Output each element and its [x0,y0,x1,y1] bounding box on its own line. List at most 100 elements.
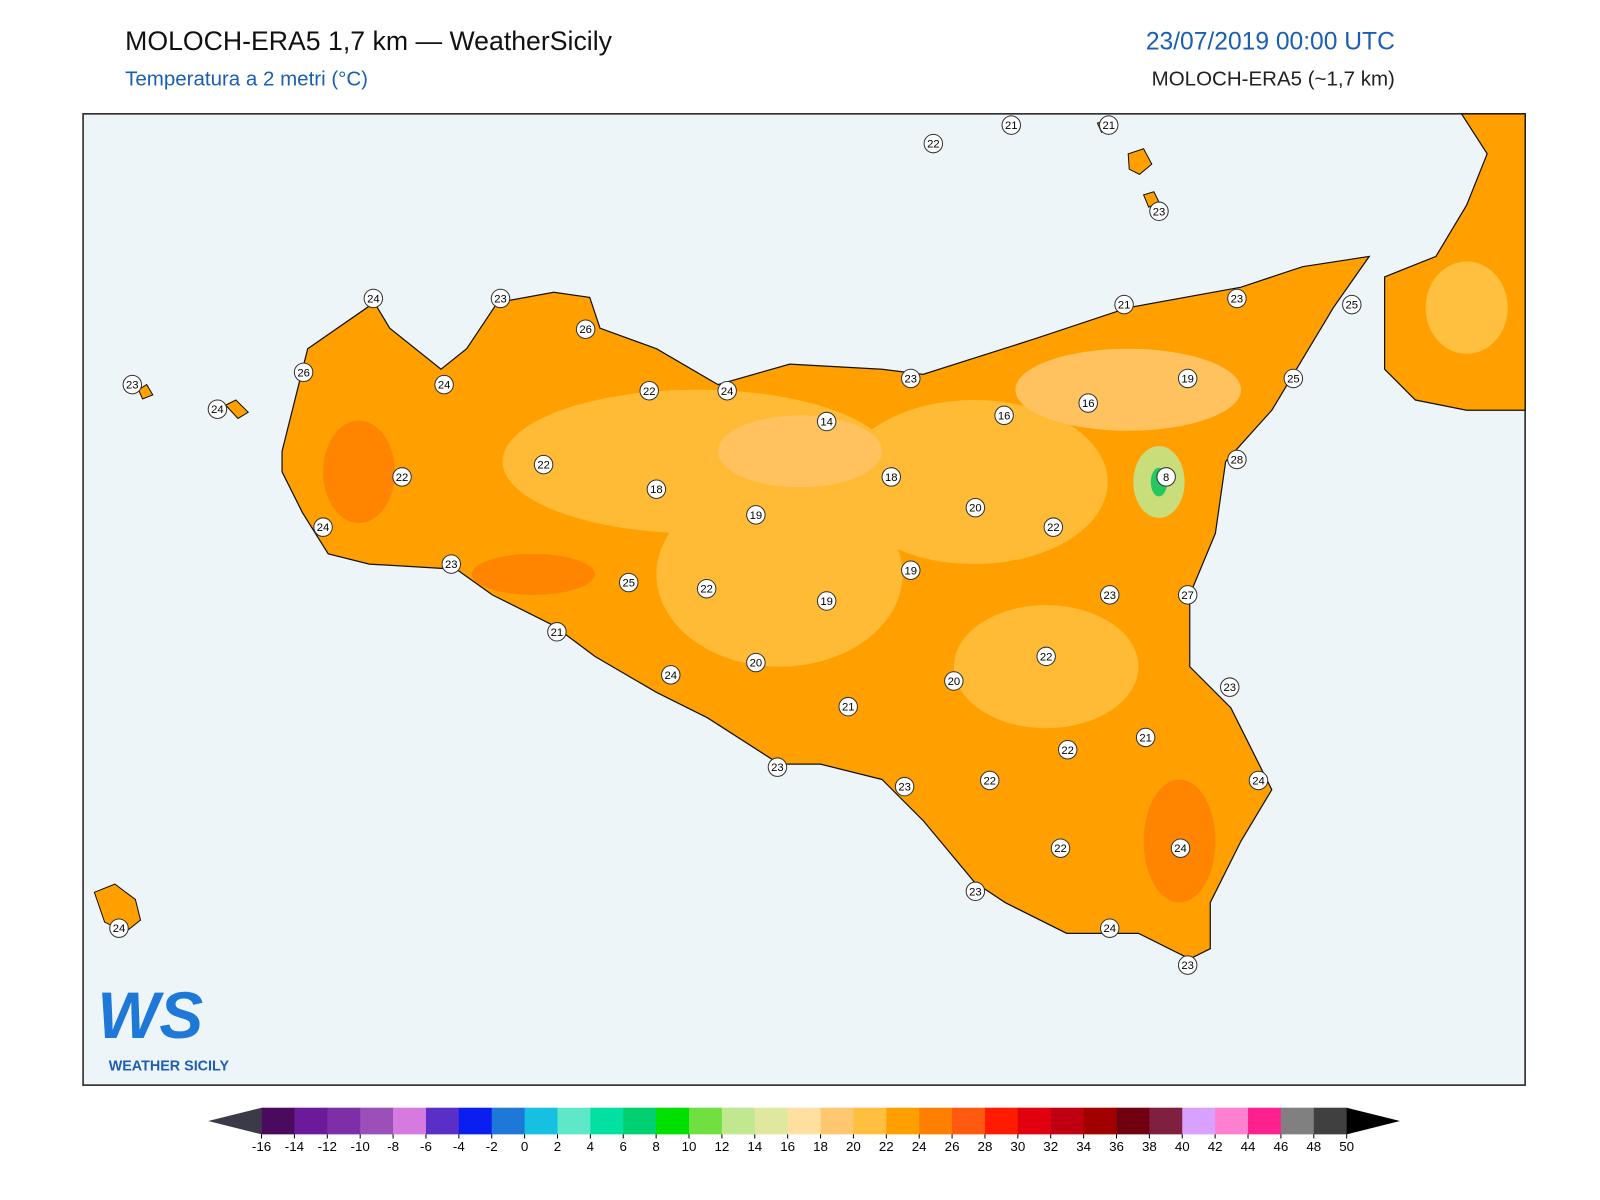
station-value: 23 [905,373,918,385]
station-marker [717,381,737,401]
station-marker [1114,294,1134,315]
subtitle: Temperatura a 2 metri (°C) [125,67,368,90]
station-marker [639,381,659,401]
colorbar-segment [393,1107,427,1135]
station-value: 22 [927,139,940,151]
station-marker [816,411,837,432]
colorbar-segment [886,1107,920,1135]
station-marker [746,505,766,525]
colorbar-tick-label: 4 [587,1139,595,1154]
station-value: 20 [750,658,763,670]
colorbar-tick-label: 40 [1175,1139,1190,1154]
colorbar-tick-label: 50 [1339,1139,1354,1154]
calabria-patch [1425,261,1508,354]
station-marker [1098,115,1119,135]
colorbar-tick-label: 32 [1043,1139,1058,1154]
colorbar-segment [984,1107,1019,1135]
colorbar-tick-label: 20 [846,1139,861,1154]
station-value: 24 [721,386,734,398]
colorbar-tick-label: -12 [318,1139,337,1154]
station-value: 23 [494,293,507,305]
station-marker [965,497,986,518]
colorbar-extend-high [1346,1107,1400,1135]
station-value: 25 [1287,373,1300,385]
station-marker [1135,727,1156,748]
station-value: 24 [438,380,451,392]
colorbar-segment [1050,1107,1085,1135]
station-marker [838,696,858,717]
colorbar-tick-label: -8 [387,1139,399,1154]
station-marker [979,770,1000,791]
station-value: 21 [1005,120,1018,132]
station-marker [434,374,454,395]
station-value: 14 [820,417,833,429]
station-value: 24 [665,670,678,682]
colorbar-tick-label: 24 [912,1139,927,1154]
station-value: 26 [579,324,592,336]
station-marker [746,652,766,673]
station-marker [1057,740,1078,760]
station-marker [293,362,314,383]
station-value: 19 [905,565,918,577]
colorbar-segment [590,1107,624,1135]
station-value: 23 [1231,293,1244,305]
station-value: 22 [700,584,713,596]
station-value: 24 [1174,843,1187,855]
station-value: 22 [643,386,656,398]
station-value: 22 [1040,651,1053,663]
colorbar-segment [491,1107,526,1135]
station-value: 16 [998,410,1011,422]
station-marker [816,591,837,611]
station-value: 23 [1181,960,1194,972]
colorbar-segment [261,1107,295,1135]
station-value: 21 [842,702,855,714]
station-marker [894,776,915,797]
colorbar-segment [327,1107,361,1135]
station-value: 22 [1061,745,1074,757]
station-value: 24 [1103,923,1116,935]
station-value: 26 [297,367,310,379]
title: MOLOCH-ERA5 1,7 km — WeatherSicily [125,26,613,56]
colorbar-segment [1313,1107,1348,1135]
colorbar-tick-label: 38 [1142,1139,1157,1154]
station-marker [1227,449,1247,470]
station-marker [901,560,921,580]
colorbar-tick-label: 8 [652,1139,659,1154]
colorbar-segment [1182,1107,1216,1135]
station-marker [313,517,333,537]
station-marker [1156,467,1176,487]
station-marker [618,572,639,593]
station-marker [881,467,902,487]
station-value: 25 [1346,300,1359,312]
model-label: MOLOCH-ERA5 (~1,7 km) [1152,67,1395,90]
colorbar-tick-label: 2 [554,1139,561,1154]
station-marker [109,918,129,938]
colorbar-segment [458,1107,493,1135]
colorbar-segment [952,1107,986,1135]
colorbar-segment [557,1107,591,1135]
station-value: 23 [1103,590,1116,602]
station-marker [661,665,681,685]
station-value: 22 [983,776,996,788]
colorbar-tick-label: 18 [813,1139,828,1154]
colorbar-segment [1083,1107,1118,1135]
station-marker [901,368,921,389]
station-marker [1001,115,1022,135]
colorbar-tick-label: 42 [1208,1139,1223,1154]
colorbar-segment [1280,1107,1315,1135]
colorbar: -16 -14 -12 -10 -8 -6 -4 -2 0 2 4 6 8 10 12 14 16 18 20 22 2… [208,1107,1400,1154]
station-value: 19 [820,596,833,608]
station-value: 19 [1181,373,1194,385]
station-marker [1283,368,1304,389]
station-value: 18 [650,484,663,496]
station-marker [1219,677,1240,697]
colorbar-tick-label: 36 [1109,1139,1124,1154]
station-value: 23 [898,782,911,794]
colorbar-segment [820,1107,854,1135]
station-value: 21 [1139,732,1152,744]
station-marker [965,881,986,902]
station-marker [1099,918,1120,938]
station-value: 22 [396,472,409,484]
colorbar-tick-label: 26 [945,1139,960,1154]
station-value: 20 [948,676,961,688]
